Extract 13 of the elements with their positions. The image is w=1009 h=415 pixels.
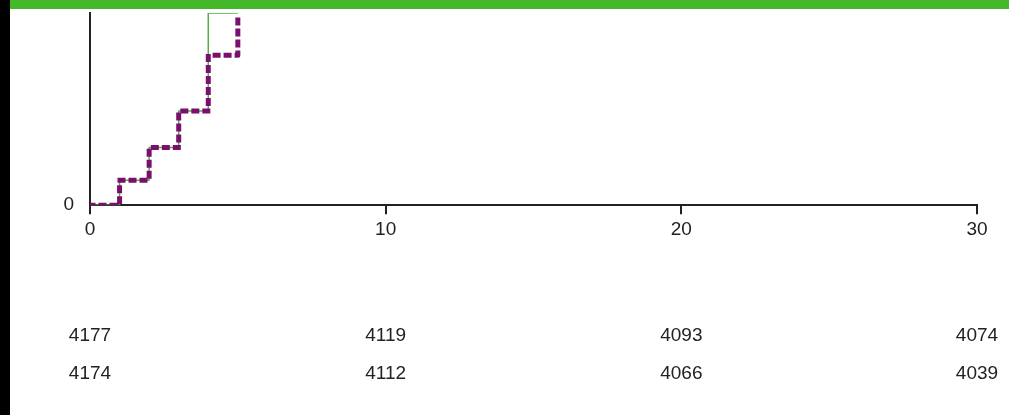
text: 4174 (68, 362, 112, 384)
x-tick-label: 30 (966, 217, 988, 239)
x-tick-label: 10 (375, 217, 397, 239)
text: 4093 (660, 324, 703, 346)
text: 4177 (68, 324, 112, 346)
text: 4039 (955, 362, 999, 384)
x-tick-label: 20 (670, 217, 692, 239)
text: 4066 (660, 362, 703, 384)
text: 4074 (955, 324, 999, 346)
x-tick-label: 0 (84, 217, 96, 239)
text: 4119 (365, 324, 407, 346)
text: 4112 (365, 362, 407, 384)
text: 0 (63, 193, 74, 215)
